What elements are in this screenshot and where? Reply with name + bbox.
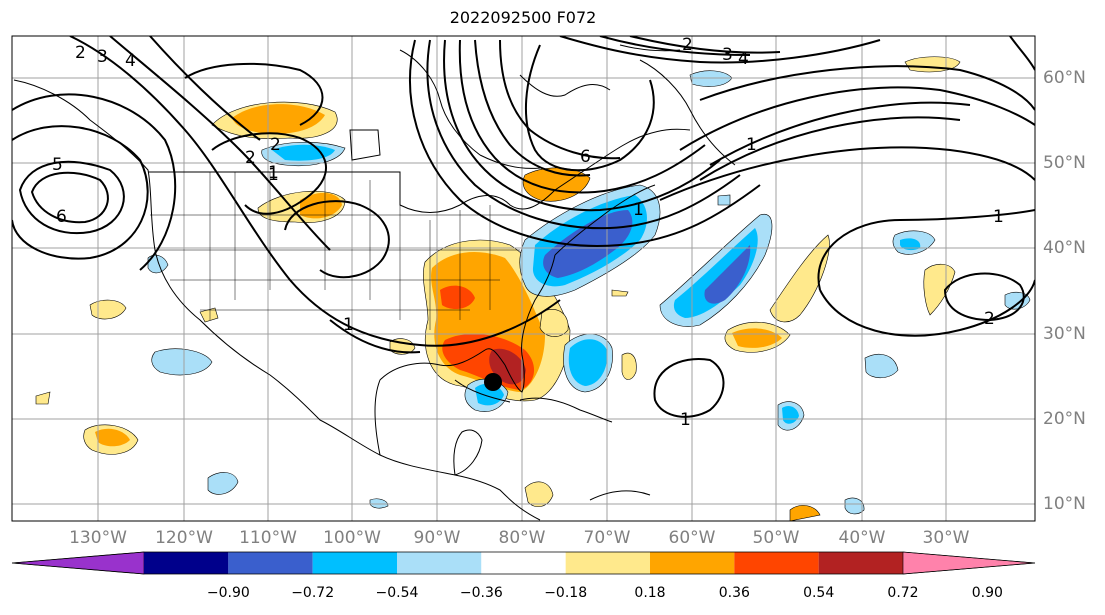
lat-label: 20°N xyxy=(1043,409,1086,429)
colorbar-tick-label: 0.90 xyxy=(971,585,1003,601)
colorbar xyxy=(11,551,1036,575)
svg-text:1: 1 xyxy=(633,200,644,220)
colorbar-cell xyxy=(397,552,482,574)
svg-text:1: 1 xyxy=(746,135,757,155)
lat-label: 60°N xyxy=(1043,68,1086,88)
colorbar-cell xyxy=(734,552,819,574)
lon-label: 30°W xyxy=(922,528,970,548)
lon-label: 130°W xyxy=(69,528,127,548)
lat-label: 30°N xyxy=(1043,324,1086,344)
colorbar-cell xyxy=(481,552,566,574)
svg-text:2: 2 xyxy=(75,43,86,63)
lat-label: 10°N xyxy=(1043,494,1086,514)
svg-text:1: 1 xyxy=(993,207,1004,227)
svg-text:6: 6 xyxy=(56,207,67,227)
colorbar-tick-label: −0.72 xyxy=(291,585,335,601)
lon-label: 120°W xyxy=(155,528,213,548)
colorbar-cell xyxy=(144,552,229,574)
svg-text:2: 2 xyxy=(682,35,693,55)
lon-label: 70°W xyxy=(583,528,631,548)
svg-text:3: 3 xyxy=(97,47,108,67)
svg-text:1: 1 xyxy=(343,315,354,335)
height-contours xyxy=(12,36,1035,418)
svg-text:6: 6 xyxy=(580,147,591,167)
graticule xyxy=(12,36,1035,521)
colorbar-cell xyxy=(650,552,735,574)
colorbar-cell xyxy=(565,552,650,574)
colorbar-cell xyxy=(228,552,313,574)
colorbar-tick-label: 0.18 xyxy=(634,585,666,601)
svg-text:1: 1 xyxy=(680,410,691,430)
colorbar-tick-label: 0.54 xyxy=(803,585,835,601)
colorbar-tick-label: 0.72 xyxy=(887,585,919,601)
svg-text:2: 2 xyxy=(984,309,995,329)
colorbar-extend-low xyxy=(11,551,145,575)
colorbar-extend-high xyxy=(902,551,1036,575)
map-title: 2022092500 F072 xyxy=(449,8,597,27)
svg-text:2: 2 xyxy=(245,148,256,168)
svg-text:4: 4 xyxy=(125,51,136,71)
lat-label: 50°N xyxy=(1043,153,1086,173)
lon-label: 80°W xyxy=(498,528,546,548)
svg-text:1: 1 xyxy=(268,163,279,183)
state-borders xyxy=(150,172,520,330)
colorbar-tick-label: −0.18 xyxy=(544,585,588,601)
colorbar-tick-label: −0.54 xyxy=(375,585,419,601)
map-frame xyxy=(11,35,1036,522)
svg-text:5: 5 xyxy=(52,155,63,175)
svg-text:1: 1 xyxy=(268,165,279,185)
lon-label: 110°W xyxy=(239,528,297,548)
lon-label: 60°W xyxy=(668,528,716,548)
colorbar-tick-label: −0.36 xyxy=(459,585,503,601)
colorbar-tick-label: 0.36 xyxy=(718,585,750,601)
colorbar-cell xyxy=(818,552,903,574)
lat-label: 40°N xyxy=(1043,238,1086,258)
svg-text:3: 3 xyxy=(722,45,733,65)
lon-label: 90°W xyxy=(413,528,461,548)
lon-label: 100°W xyxy=(323,528,381,548)
storm-center-marker xyxy=(484,373,502,391)
svg-text:4: 4 xyxy=(738,49,749,69)
colorbar-tick-label: −0.90 xyxy=(206,585,250,601)
lon-label: 50°W xyxy=(752,528,800,548)
colorbar-cell xyxy=(312,552,397,574)
map-canvas: 2 3 4 2 5 6 2 2 1 1 6 1 1 1 1 2 1 3 4 xyxy=(11,35,1036,522)
svg-text:2: 2 xyxy=(270,135,281,155)
lon-label: 40°W xyxy=(838,528,886,548)
contour-labels: 2 3 4 2 5 6 2 2 1 1 6 1 1 1 1 2 1 3 4 xyxy=(52,35,1004,430)
